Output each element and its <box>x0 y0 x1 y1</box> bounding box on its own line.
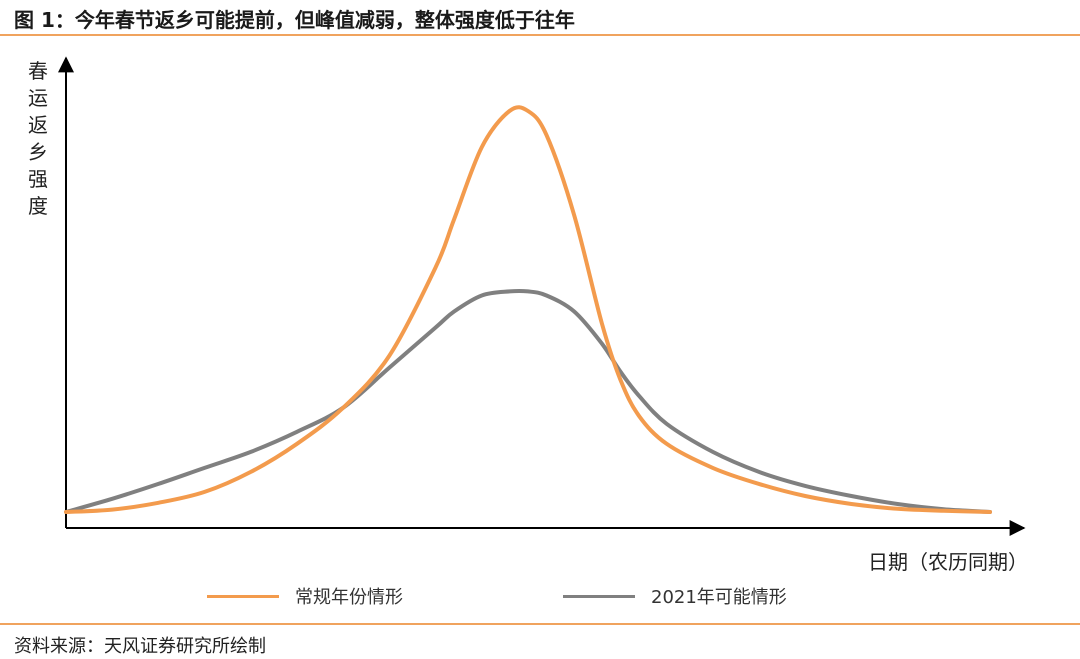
series-line-2021 <box>64 288 992 514</box>
series-line-normal <box>64 105 992 514</box>
chart-area: 春运返乡强度 日期（农历同期） <box>28 56 1028 574</box>
legend-swatch-2021 <box>563 594 635 598</box>
top-rule <box>0 34 1080 36</box>
series-layer <box>64 105 992 514</box>
figure-title: 图 1：今年春节返乡可能提前，但峰值减弱，整体强度低于往年 <box>14 8 575 32</box>
legend-swatch-normal <box>207 594 279 598</box>
x-axis-label: 日期（农历同期） <box>868 550 1028 574</box>
legend-label-2021: 2021年可能情形 <box>651 587 787 608</box>
legend-item-2021: 2021年可能情形 <box>563 582 787 610</box>
legend-item-normal: 常规年份情形 <box>207 582 403 610</box>
source-note: 资料来源：天风证券研究所绘制 <box>14 636 266 657</box>
legend-label-normal: 常规年份情形 <box>295 587 403 608</box>
y-axis-label: 春运返乡强度 <box>28 59 48 218</box>
bottom-rule <box>0 623 1080 625</box>
